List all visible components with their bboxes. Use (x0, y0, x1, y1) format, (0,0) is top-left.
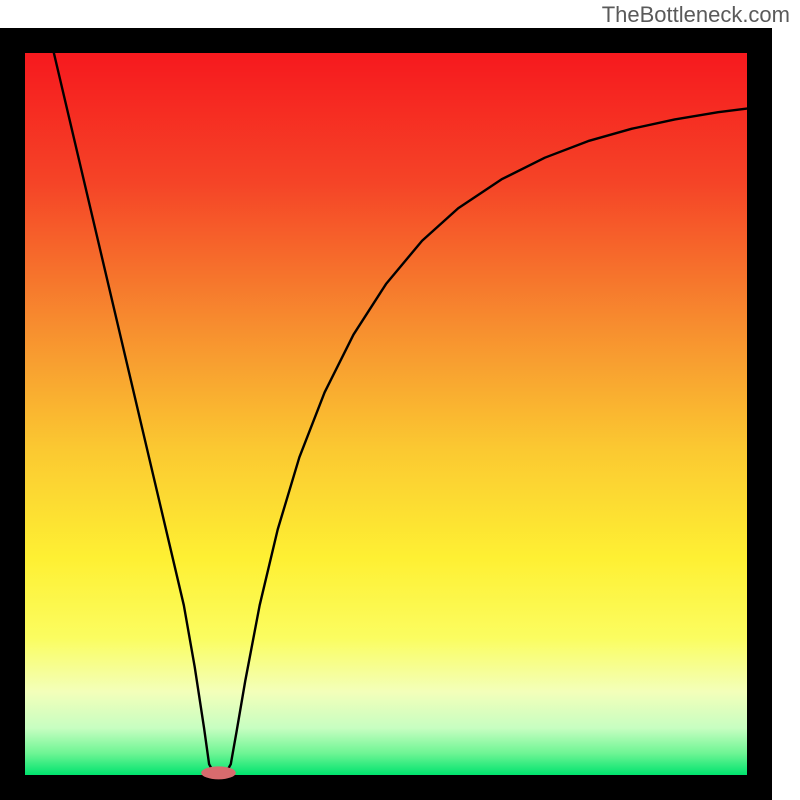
plot-background-gradient (25, 53, 747, 775)
chart-svg (0, 0, 800, 800)
watermark: TheBottleneck.com (602, 2, 790, 28)
optimum-marker (201, 766, 236, 779)
chart-root: TheBottleneck.com (0, 0, 800, 800)
